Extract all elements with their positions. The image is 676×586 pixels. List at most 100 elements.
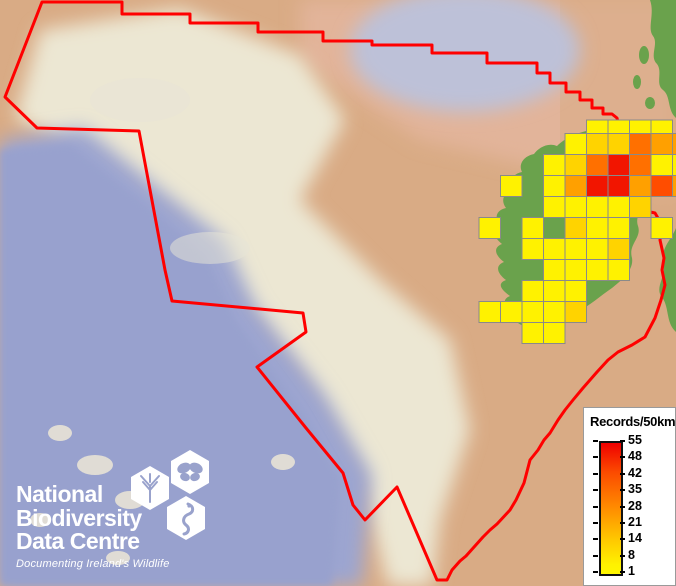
legend-tick xyxy=(620,554,625,557)
grid-cell xyxy=(629,175,652,197)
grid-cell xyxy=(629,133,652,155)
legend-value: 28 xyxy=(628,498,642,513)
grid-cell xyxy=(607,238,630,260)
grid-cell xyxy=(586,133,609,155)
legend-tick xyxy=(620,505,625,508)
grid-cell xyxy=(564,196,587,218)
legend-value: 8 xyxy=(628,547,635,562)
hexagon-seahorse-icon xyxy=(167,496,205,540)
grid-cell xyxy=(586,217,609,239)
grid-cell xyxy=(521,322,544,344)
grid-cell xyxy=(478,301,501,323)
grid-cell xyxy=(650,154,673,176)
grid-cell xyxy=(586,196,609,218)
legend-tick xyxy=(593,489,598,492)
grid-cell xyxy=(586,175,609,197)
grid-cell xyxy=(521,238,544,260)
seamount-blobs xyxy=(30,78,295,565)
grid-cell xyxy=(521,280,544,302)
grid-cell xyxy=(672,175,676,197)
grid-cell xyxy=(543,238,566,260)
grid-cell xyxy=(607,154,630,176)
legend-panel: Records/50km 55 48 42 35 28 21 14 8 1 xyxy=(583,407,676,586)
grid-cell xyxy=(564,133,587,155)
grid-cell xyxy=(500,301,523,323)
legend-tick xyxy=(593,505,598,508)
legend-value: 48 xyxy=(628,449,642,464)
grid-cell xyxy=(564,301,587,323)
logo-tagline: Documenting Ireland's Wildlife xyxy=(16,557,170,570)
nbdc-logo-text: National Biodiversity Data Centre Docume… xyxy=(16,481,170,570)
basin-region xyxy=(350,0,580,112)
grid-cell xyxy=(586,119,609,134)
legend-tick xyxy=(593,440,598,442)
legend-tick xyxy=(620,538,625,541)
designated-area-boundary xyxy=(3,0,667,582)
legend-value: 21 xyxy=(628,514,642,529)
grid-cell xyxy=(543,280,566,302)
legend-tick xyxy=(593,456,598,459)
grid-cell xyxy=(543,175,566,197)
grid-cell xyxy=(650,217,673,239)
legend-title: Records/50km xyxy=(590,414,676,429)
grid-cell xyxy=(586,238,609,260)
grid-cell xyxy=(607,133,630,155)
grid-cell xyxy=(607,217,630,239)
logo-line-3: Data Centre xyxy=(16,528,140,554)
deep-sea-core xyxy=(0,145,340,586)
grid-cell xyxy=(650,175,673,197)
legend-value: 1 xyxy=(628,564,635,578)
grid-cell xyxy=(607,259,630,281)
grid-cell xyxy=(543,259,566,281)
legend-value: 14 xyxy=(628,531,642,546)
legend-tick xyxy=(593,554,598,557)
grid-cell xyxy=(629,154,652,176)
grid-cell xyxy=(521,217,544,239)
grid-cell xyxy=(478,217,501,239)
hexagon-tree-icon xyxy=(131,466,169,510)
grid-cell xyxy=(607,196,630,218)
grid-cell xyxy=(564,217,587,239)
grid-cell xyxy=(543,196,566,218)
grid-cell xyxy=(564,238,587,260)
grid-cell xyxy=(543,301,566,323)
legend-tick xyxy=(620,571,625,573)
legend-tick xyxy=(620,489,625,492)
legend-tick xyxy=(620,440,625,442)
grid-cell xyxy=(564,280,587,302)
grid-cell xyxy=(500,175,523,197)
grid-cell xyxy=(564,259,587,281)
grid-cell xyxy=(586,259,609,281)
logo-line-1: National xyxy=(16,481,103,507)
legend-value: 55 xyxy=(628,433,642,447)
grid-cell xyxy=(586,154,609,176)
legend-colorbar xyxy=(599,441,623,576)
legend-value: 35 xyxy=(628,482,642,497)
grid-cell xyxy=(521,301,544,323)
grid-cell xyxy=(607,175,630,197)
grid-cell xyxy=(672,154,676,176)
legend-tick xyxy=(593,571,598,573)
logo-line-2: Biodiversity xyxy=(16,504,142,531)
grid-cell xyxy=(629,119,652,134)
legend-tick xyxy=(620,521,625,524)
grid-cell xyxy=(564,154,587,176)
legend-tick xyxy=(620,456,625,459)
grid-cell xyxy=(629,196,652,218)
legend-tick xyxy=(620,472,625,475)
legend-tick xyxy=(593,472,598,475)
grid-cell xyxy=(607,119,630,134)
legend-value: 42 xyxy=(628,465,642,480)
records-grid xyxy=(478,119,676,344)
legend-tick xyxy=(593,521,598,524)
grid-cell xyxy=(543,322,566,344)
hexagon-butterfly-icon xyxy=(171,450,209,494)
grid-cell xyxy=(650,119,673,134)
nbdc-logo-mark xyxy=(128,448,218,550)
grid-cell xyxy=(543,154,566,176)
grid-cell xyxy=(672,133,676,155)
grid-cell xyxy=(564,175,587,197)
legend-tick xyxy=(593,538,598,541)
